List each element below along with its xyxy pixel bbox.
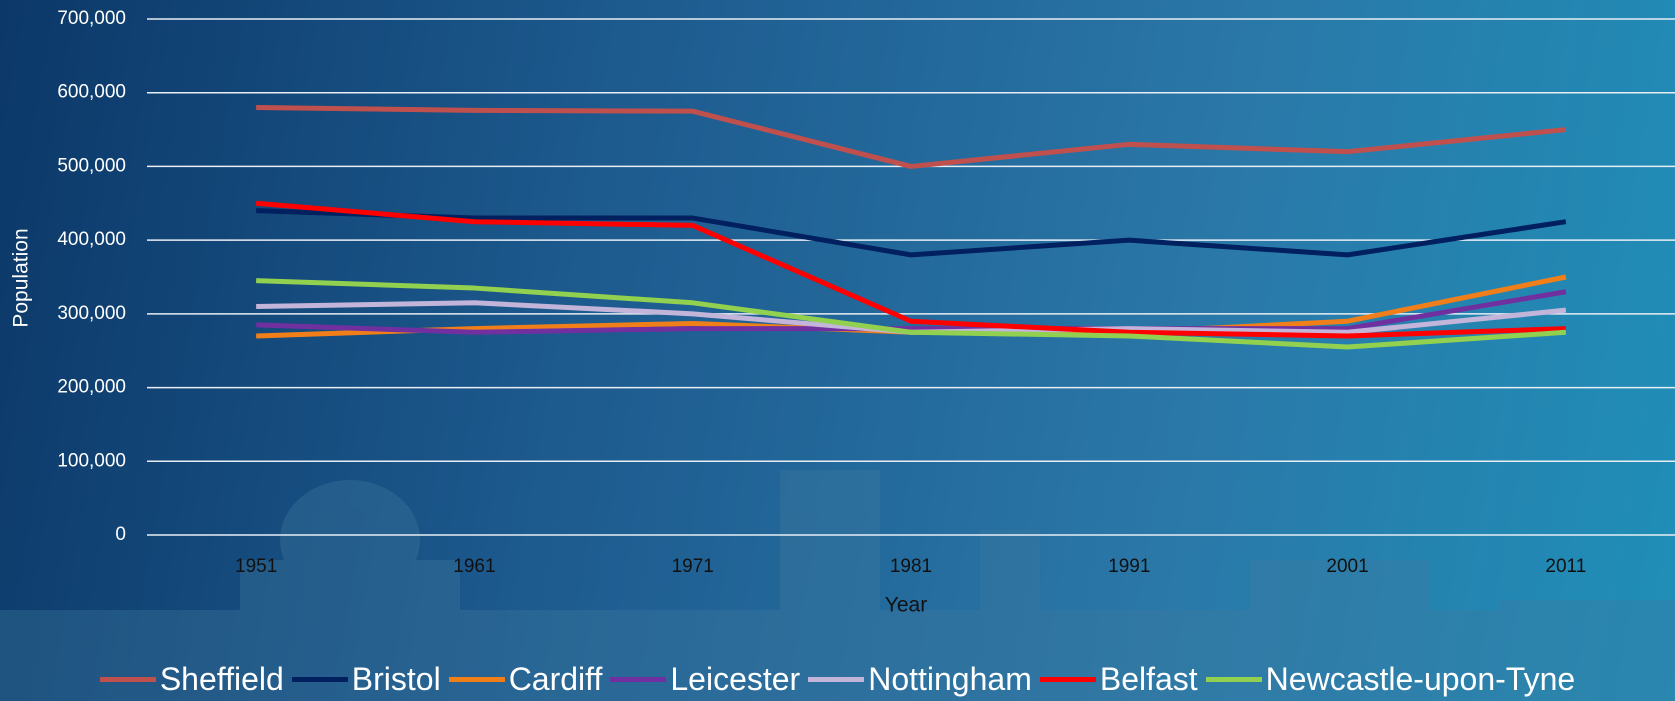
x-axis-title: Year [885, 594, 927, 617]
legend-label: Newcastle-upon-Tyne [1266, 661, 1575, 698]
legend-swatch [449, 677, 505, 682]
x-tick-label: 1971 [672, 556, 714, 577]
legend-item: Sheffield [100, 661, 284, 698]
legend-item: Newcastle-upon-Tyne [1206, 661, 1575, 698]
x-tick-label: 1951 [235, 556, 277, 577]
x-tick-label: 1991 [1108, 556, 1150, 577]
y-tick-label: 0 [115, 524, 126, 545]
series-line [256, 107, 1566, 166]
legend-label: Nottingham [868, 661, 1032, 698]
legend-swatch [1206, 677, 1262, 682]
chart-container: Population Year 0 100,000 200,000 300,000 40… [0, 0, 1675, 701]
x-tick-label: 1961 [453, 556, 495, 577]
series-line [256, 292, 1566, 333]
legend-label: Sheffield [160, 661, 284, 698]
legend: Sheffield Bristol Cardiff Leicester Nottingh… [0, 660, 1675, 698]
y-axis-title: Population [10, 228, 33, 327]
legend-item: Nottingham [808, 661, 1032, 698]
legend-label: Belfast [1100, 661, 1198, 698]
legend-item: Belfast [1040, 661, 1198, 698]
y-tick-label: 300,000 [57, 303, 126, 324]
legend-label: Bristol [352, 661, 441, 698]
legend-label: Cardiff [509, 661, 603, 698]
y-tick-label: 500,000 [57, 155, 126, 176]
y-tick-label: 400,000 [57, 229, 126, 250]
x-tick-label: 2001 [1326, 556, 1368, 577]
legend-swatch [610, 677, 666, 682]
y-tick-label: 700,000 [57, 8, 126, 29]
x-tick-label: 1981 [890, 556, 932, 577]
legend-swatch [808, 677, 864, 682]
legend-item: Cardiff [449, 661, 603, 698]
legend-swatch [292, 677, 348, 682]
chart: Population Year 0 100,000 200,000 300,000 40… [0, 0, 1675, 701]
x-tick-label: 2011 [1545, 556, 1586, 577]
series-line [256, 211, 1566, 255]
legend-item: Leicester [610, 661, 800, 698]
y-tick-label: 100,000 [57, 450, 126, 471]
legend-swatch [100, 677, 156, 682]
y-tick-label: 200,000 [57, 377, 126, 398]
y-tick-label: 600,000 [57, 82, 126, 103]
legend-item: Bristol [292, 661, 441, 698]
legend-label: Leicester [670, 661, 800, 698]
legend-swatch [1040, 677, 1096, 682]
